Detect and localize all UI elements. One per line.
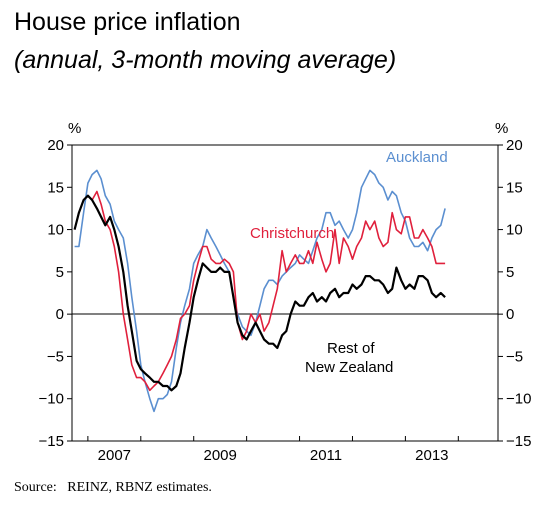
x-tick-label: 2007 bbox=[98, 447, 131, 464]
source-note: Source: REINZ, RBNZ estimates. bbox=[14, 480, 212, 495]
auckland-label: Auckland bbox=[386, 149, 448, 166]
x-tick-label: 2011 bbox=[310, 447, 342, 464]
series-line-auckland bbox=[74, 169, 446, 413]
y-tick-label-left: 10 bbox=[47, 222, 64, 239]
y-tick-label-right: −10 bbox=[506, 391, 531, 408]
y-unit-left: % bbox=[68, 120, 81, 137]
y-tick-label-left: −15 bbox=[39, 433, 64, 450]
y-tick-label-left: 20 bbox=[47, 137, 64, 154]
y-tick-label-right: 15 bbox=[506, 179, 523, 196]
y-tick-label-left: 5 bbox=[56, 264, 64, 281]
y-unit-right: % bbox=[495, 120, 508, 137]
christchurch-label: Christchurch bbox=[250, 225, 334, 242]
chart-subtitle: (annual, 3-month moving average) bbox=[14, 46, 397, 74]
y-tick-label-right: −5 bbox=[506, 348, 523, 365]
chart-title: House price inflation bbox=[14, 8, 241, 36]
series-line-christchurch bbox=[73, 190, 446, 392]
x-tick-label: 2009 bbox=[203, 447, 236, 464]
y-tick-label-right: 5 bbox=[506, 264, 514, 281]
rest-label-line2: New Zealand bbox=[305, 359, 393, 376]
y-tick-label-right: 20 bbox=[506, 137, 523, 154]
y-tick-label-left: 15 bbox=[47, 179, 64, 196]
y-tick-label-left: −5 bbox=[47, 348, 64, 365]
rest-label-line1: Rest of bbox=[327, 340, 375, 357]
x-tick-label: 2013 bbox=[415, 447, 448, 464]
series-line-rest-of-new-zealand bbox=[73, 194, 446, 392]
plot-frame bbox=[71, 144, 499, 442]
y-tick-label-left: −10 bbox=[39, 391, 64, 408]
y-tick-label-right: 10 bbox=[506, 222, 523, 239]
y-tick-label-left: 0 bbox=[56, 306, 64, 323]
y-tick-label-right: −15 bbox=[506, 433, 531, 450]
y-tick-label-right: 0 bbox=[506, 306, 514, 323]
